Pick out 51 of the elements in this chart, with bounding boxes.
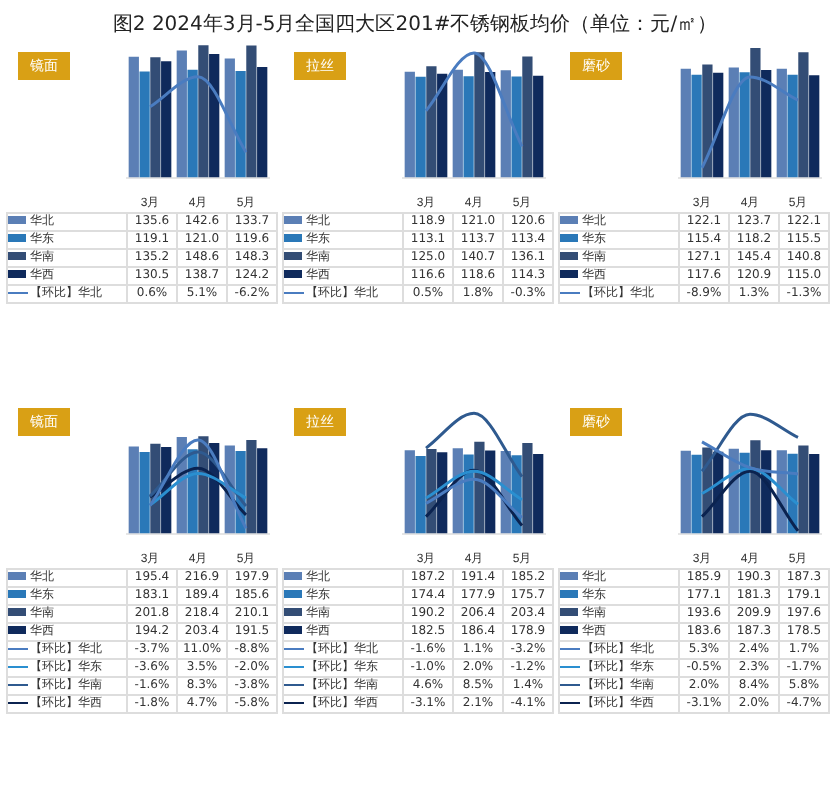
bar <box>128 56 139 178</box>
bar <box>463 76 474 178</box>
bar <box>739 72 750 178</box>
bar <box>474 441 485 534</box>
bar <box>128 446 139 534</box>
bar <box>798 52 809 178</box>
bar <box>463 454 474 534</box>
bar <box>691 454 702 534</box>
bar <box>750 48 761 178</box>
bar <box>809 454 820 534</box>
bar <box>246 440 257 534</box>
bar <box>139 71 150 178</box>
bar <box>209 54 220 178</box>
bar <box>187 69 198 178</box>
bar <box>161 61 172 178</box>
bar <box>246 45 257 178</box>
bar <box>198 45 209 178</box>
bar <box>257 66 268 178</box>
bar <box>500 70 511 178</box>
bar <box>426 66 437 178</box>
bar <box>750 440 761 534</box>
bar <box>150 57 161 178</box>
bar <box>257 448 268 534</box>
bar <box>224 58 235 178</box>
bar <box>415 455 426 534</box>
bar <box>680 450 691 534</box>
bar <box>415 76 426 178</box>
bar <box>761 69 772 178</box>
bar <box>485 71 496 178</box>
bar <box>809 75 820 178</box>
bar <box>522 443 533 534</box>
bar <box>702 64 713 178</box>
bar <box>235 71 246 178</box>
bar <box>691 74 702 178</box>
bar <box>533 75 544 178</box>
bar <box>404 450 415 534</box>
bar <box>680 68 691 178</box>
bar <box>728 67 739 178</box>
bar <box>533 453 544 534</box>
bar <box>474 52 485 178</box>
bar <box>776 68 787 178</box>
bar <box>176 50 187 178</box>
bar <box>522 56 533 178</box>
bar <box>511 76 522 178</box>
bar <box>437 73 448 178</box>
text: 图2 2024年3月-5月全国四大区201#不锈钢板均价（单位：元/㎡） <box>110 11 720 40</box>
bar <box>787 74 798 178</box>
bar <box>452 69 463 178</box>
bar <box>798 445 809 534</box>
bar <box>404 71 415 178</box>
bar <box>139 452 150 534</box>
